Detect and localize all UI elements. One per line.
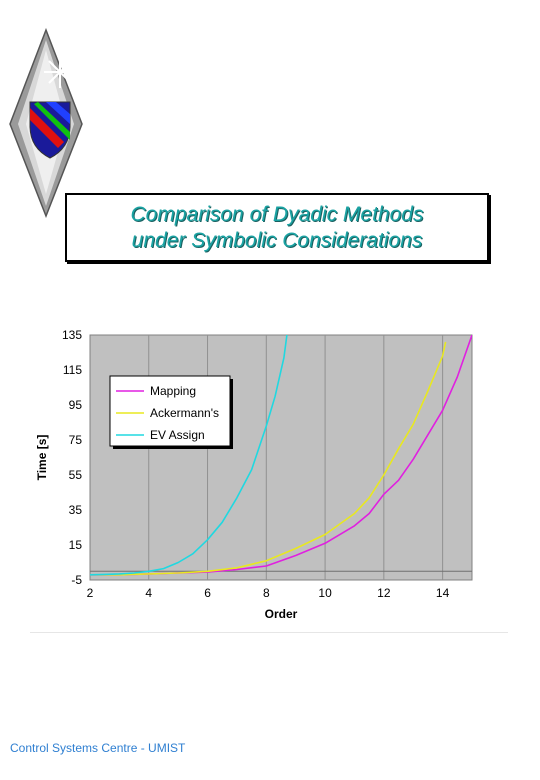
- y-tick-label: -5: [71, 573, 82, 587]
- x-axis-title: Order: [265, 607, 298, 620]
- y-tick-label: 55: [69, 468, 83, 482]
- x-tick-label: 4: [145, 586, 152, 600]
- series-line-3: [90, 335, 288, 576]
- y-axis-title: Time [s]: [35, 435, 49, 481]
- slide-title: Comparison of Dyadic Methods under Symbo…: [65, 193, 489, 262]
- y-tick-label: 115: [63, 363, 82, 377]
- x-tick-label: 8: [263, 586, 270, 600]
- x-tick-label: 14: [436, 586, 450, 600]
- x-tick-label: 12: [377, 586, 391, 600]
- plot-area: [89, 334, 473, 581]
- y-tick-label: 35: [69, 503, 83, 517]
- x-tick-label: 2: [87, 586, 94, 600]
- footer-text: Control Systems Centre - UMIST: [10, 741, 186, 755]
- legend-label: Ackermann's: [150, 406, 219, 420]
- series-line-2: [90, 341, 447, 576]
- legend: Mapping Ackermann's EV Assign: [109, 375, 233, 449]
- y-tick-label: 95: [69, 398, 83, 412]
- x-tick-label: 6: [204, 586, 211, 600]
- title-line-2: under Symbolic Considerations: [131, 228, 423, 252]
- legend-label: Mapping: [150, 384, 196, 398]
- timing-line-chart: -5 15 35 55 75 95 115 135 2 4 6 8 10 12 14 Time [s] O…: [35, 328, 473, 620]
- x-tick-label: 10: [318, 586, 332, 600]
- y-tick-label: 135: [62, 328, 82, 342]
- y-tick-label: 75: [69, 433, 83, 447]
- title-line-1: Comparison of Dyadic Methods: [130, 202, 424, 226]
- legend-label: EV Assign: [150, 428, 205, 442]
- y-tick-label: 15: [69, 538, 83, 552]
- divider-line: [30, 632, 508, 633]
- umist-logo: [9, 28, 83, 218]
